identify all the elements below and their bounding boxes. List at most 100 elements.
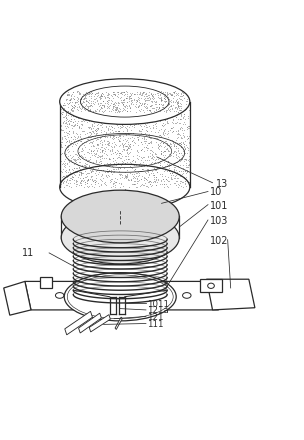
Point [81, 141, 86, 148]
Point [113, 103, 118, 110]
Point [143, 89, 148, 96]
Point [171, 128, 176, 135]
Point [116, 149, 121, 156]
Point [181, 95, 186, 102]
Point [151, 123, 156, 130]
Point [57, 159, 62, 166]
Point [80, 152, 85, 159]
Point [165, 163, 170, 170]
Point [114, 150, 119, 157]
Point [140, 145, 145, 152]
Point [160, 97, 165, 104]
Point [98, 122, 102, 129]
Point [175, 102, 180, 109]
Point [144, 104, 149, 111]
Point [90, 147, 95, 154]
Point [153, 165, 158, 172]
Point [184, 141, 188, 148]
Point [124, 100, 129, 107]
Point [119, 155, 123, 162]
Point [131, 167, 136, 174]
Point [114, 115, 119, 122]
Point [78, 106, 83, 113]
Point [161, 95, 166, 102]
Point [179, 143, 184, 150]
Point [89, 99, 94, 106]
Point [68, 92, 73, 99]
Point [184, 105, 188, 112]
Point [100, 108, 105, 115]
Point [60, 133, 65, 140]
Point [85, 116, 90, 123]
Point [109, 177, 113, 184]
Point [88, 95, 93, 102]
Point [85, 110, 90, 117]
Point [78, 155, 83, 162]
Point [94, 115, 99, 122]
Point [137, 113, 142, 120]
Point [123, 174, 127, 181]
Point [172, 175, 177, 182]
Point [165, 105, 170, 112]
Point [90, 139, 95, 147]
Point [158, 89, 163, 96]
Text: 101: 101 [209, 201, 228, 210]
Point [146, 89, 151, 96]
Point [62, 161, 67, 169]
Point [129, 90, 133, 97]
Point [76, 155, 81, 162]
Point [167, 97, 172, 104]
Point [149, 115, 154, 122]
Point [105, 108, 110, 115]
Point [162, 88, 167, 95]
Point [148, 179, 153, 186]
Point [116, 147, 120, 154]
Point [179, 135, 184, 142]
Point [131, 121, 136, 128]
Point [126, 135, 131, 142]
Point [159, 113, 164, 120]
Point [161, 158, 166, 165]
Point [141, 166, 146, 173]
Point [143, 97, 148, 104]
Point [95, 125, 100, 132]
Point [105, 161, 110, 168]
Point [156, 89, 161, 96]
Point [112, 89, 116, 96]
Point [93, 96, 98, 103]
Point [63, 96, 68, 103]
Polygon shape [65, 312, 92, 335]
Point [105, 89, 110, 96]
Point [125, 141, 130, 148]
Point [142, 97, 147, 104]
Point [97, 155, 102, 162]
Point [100, 102, 105, 109]
Point [68, 157, 73, 164]
Point [121, 95, 126, 103]
Point [83, 181, 88, 188]
Point [168, 125, 173, 132]
Point [147, 178, 152, 185]
Point [150, 91, 155, 98]
Point [101, 98, 106, 105]
Point [175, 148, 180, 155]
Point [137, 102, 142, 109]
Point [163, 121, 168, 128]
Point [156, 100, 161, 107]
Point [143, 101, 147, 108]
Point [157, 103, 161, 110]
Point [169, 151, 174, 158]
Point [69, 175, 74, 182]
Point [143, 121, 147, 128]
Point [112, 132, 117, 139]
Point [163, 175, 168, 182]
Point [146, 139, 151, 147]
Point [146, 183, 150, 190]
Point [116, 99, 120, 106]
Point [88, 128, 92, 135]
Point [115, 166, 120, 173]
Point [165, 115, 170, 122]
Point [72, 165, 77, 172]
Point [107, 111, 112, 118]
Point [109, 123, 114, 130]
